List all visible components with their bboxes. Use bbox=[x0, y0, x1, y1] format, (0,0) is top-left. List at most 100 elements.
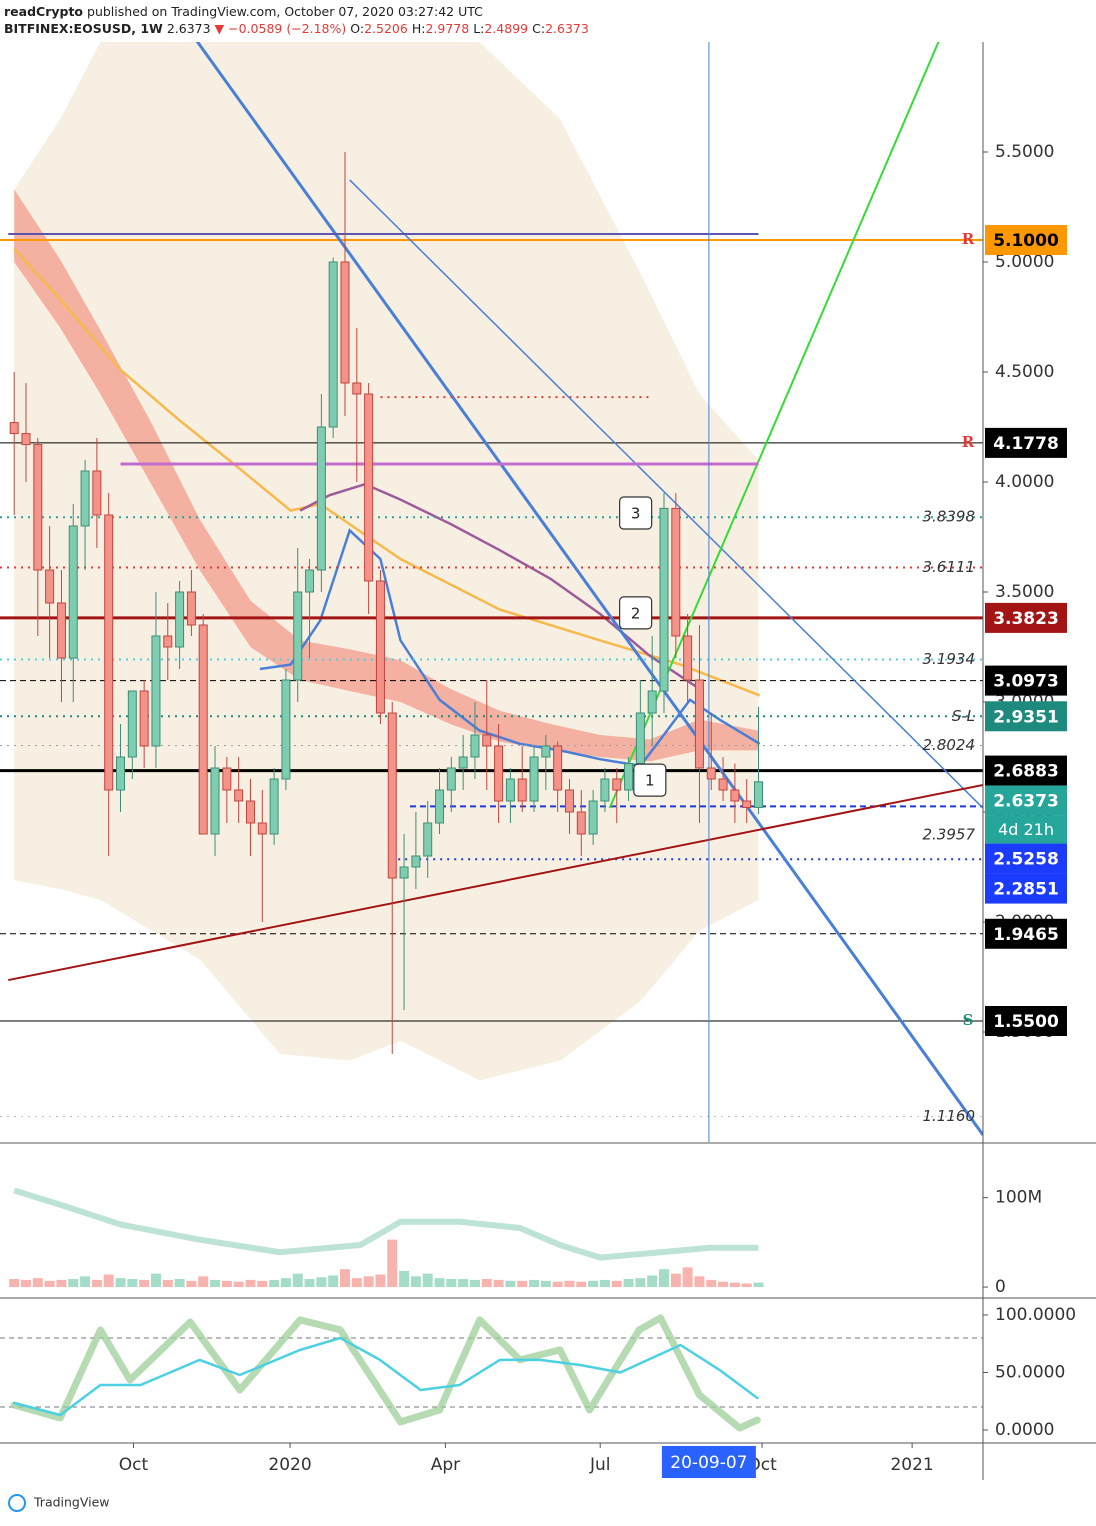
candle-body bbox=[517, 778, 527, 802]
volume-bar bbox=[245, 1279, 256, 1288]
trend-line bbox=[8, 783, 983, 982]
volume-bar bbox=[127, 1279, 138, 1288]
level-label: 2.3957 bbox=[923, 825, 976, 843]
price-tag-label: 3.3823 bbox=[993, 609, 1059, 629]
x-tick-label: 2020 bbox=[268, 1455, 311, 1475]
band-area bbox=[14, 189, 759, 762]
last-price: 2.6373 bbox=[167, 21, 211, 36]
candle-body bbox=[222, 767, 232, 791]
volume-bar bbox=[32, 1278, 43, 1288]
ohlc-1-value: 2.9778 bbox=[425, 21, 469, 36]
callout-bubble bbox=[619, 496, 653, 530]
candle-body bbox=[92, 470, 102, 516]
volume-bar bbox=[706, 1279, 717, 1288]
candle-body bbox=[116, 756, 126, 791]
candle-body bbox=[399, 866, 409, 879]
volume-bar bbox=[103, 1274, 114, 1288]
candle-body bbox=[281, 679, 291, 780]
candle-body bbox=[730, 789, 740, 802]
candle-body bbox=[269, 778, 279, 835]
candle-body bbox=[340, 261, 350, 384]
candle-body bbox=[600, 778, 610, 802]
candle-body bbox=[198, 624, 208, 835]
oscillator-tick-label: 100.0000 bbox=[995, 1305, 1076, 1325]
candle-body bbox=[80, 470, 90, 527]
volume-bar bbox=[68, 1279, 79, 1288]
ohlc-2-value: 2.4899 bbox=[484, 21, 528, 36]
volume-bar bbox=[210, 1279, 221, 1288]
volume-bar bbox=[233, 1281, 244, 1288]
volume-bar bbox=[304, 1279, 315, 1288]
volume-bar bbox=[292, 1273, 303, 1288]
candle-body bbox=[435, 789, 445, 824]
volume-pane bbox=[9, 1187, 764, 1288]
candle-body bbox=[718, 778, 728, 791]
candle-body bbox=[564, 789, 574, 813]
price-tag-label: 2.5258 bbox=[993, 850, 1059, 870]
candle-body bbox=[694, 679, 704, 769]
candle-body bbox=[186, 591, 196, 626]
candle-body bbox=[245, 800, 255, 824]
ohlc-0-label: O: bbox=[350, 21, 364, 36]
oscillator-tick-label: 50.0000 bbox=[995, 1362, 1065, 1382]
header-line-2: BITFINEX:EOSUSD, 1W 2.6373 ▼ −0.0589 (−2… bbox=[4, 21, 589, 36]
volume-bar bbox=[588, 1280, 599, 1288]
volume-bar bbox=[670, 1273, 681, 1288]
published: published on TradingView.com, October 07… bbox=[87, 4, 483, 19]
volume-bar bbox=[150, 1273, 161, 1288]
moving-average bbox=[259, 528, 761, 768]
price-tag bbox=[985, 701, 1067, 732]
x-tick-label: Apr bbox=[431, 1455, 460, 1475]
candle-body bbox=[127, 690, 137, 758]
candle-body bbox=[494, 745, 504, 802]
price-tag bbox=[985, 225, 1067, 255]
candle-body bbox=[541, 745, 551, 758]
candle-body bbox=[411, 855, 421, 868]
crosshair-label: 20-09-07 bbox=[670, 1453, 747, 1473]
volume-bar bbox=[375, 1274, 386, 1288]
candle-body bbox=[175, 591, 185, 648]
y-tick-label: 5.0000 bbox=[995, 252, 1054, 272]
candle-body bbox=[553, 745, 563, 791]
volume-bar bbox=[20, 1279, 31, 1288]
volume-bar bbox=[328, 1275, 339, 1288]
volume-bar bbox=[458, 1279, 469, 1288]
logo-icon bbox=[8, 1494, 26, 1512]
ohlc-0-value: 2.5206 bbox=[364, 21, 408, 36]
callout-label: 3 bbox=[631, 505, 641, 523]
volume-bar bbox=[446, 1279, 457, 1288]
price-tag-label: 2.6883 bbox=[993, 762, 1059, 782]
volume-bar bbox=[753, 1282, 764, 1288]
volume-bar bbox=[174, 1279, 185, 1288]
volume-bar bbox=[552, 1281, 563, 1288]
publisher: readCrypto bbox=[4, 4, 83, 19]
volume-bar bbox=[564, 1280, 575, 1288]
volume-bar bbox=[56, 1279, 67, 1288]
volume-bar bbox=[139, 1279, 150, 1288]
price-tag-label: 4.1778 bbox=[993, 434, 1059, 454]
volume-bar bbox=[599, 1279, 610, 1288]
axes: 1.50002.00002.50003.00003.50004.00004.50… bbox=[0, 42, 1096, 1480]
price-tag-label: 1.9465 bbox=[993, 925, 1059, 945]
candle-body bbox=[635, 712, 645, 765]
level-marker: S bbox=[963, 1011, 974, 1029]
volume-bar bbox=[186, 1280, 197, 1288]
volume-bar bbox=[481, 1279, 492, 1288]
volume-bar bbox=[351, 1278, 362, 1288]
candle-body bbox=[423, 822, 433, 857]
volume-bar bbox=[339, 1269, 350, 1288]
candle-body bbox=[375, 580, 385, 714]
price-tag bbox=[985, 665, 1067, 696]
level-marker: R bbox=[962, 433, 975, 451]
candle-body bbox=[139, 690, 149, 747]
volume-bar bbox=[611, 1280, 622, 1288]
y-tick-label: 5.5000 bbox=[995, 142, 1054, 162]
candle-body bbox=[742, 800, 752, 808]
volume-bar bbox=[91, 1279, 102, 1288]
candle-body bbox=[352, 382, 362, 395]
price-tag-label: 2.2851 bbox=[993, 880, 1059, 900]
crosshair-tag bbox=[661, 1446, 756, 1478]
volume-bar bbox=[729, 1282, 740, 1288]
candle-body bbox=[482, 734, 492, 747]
